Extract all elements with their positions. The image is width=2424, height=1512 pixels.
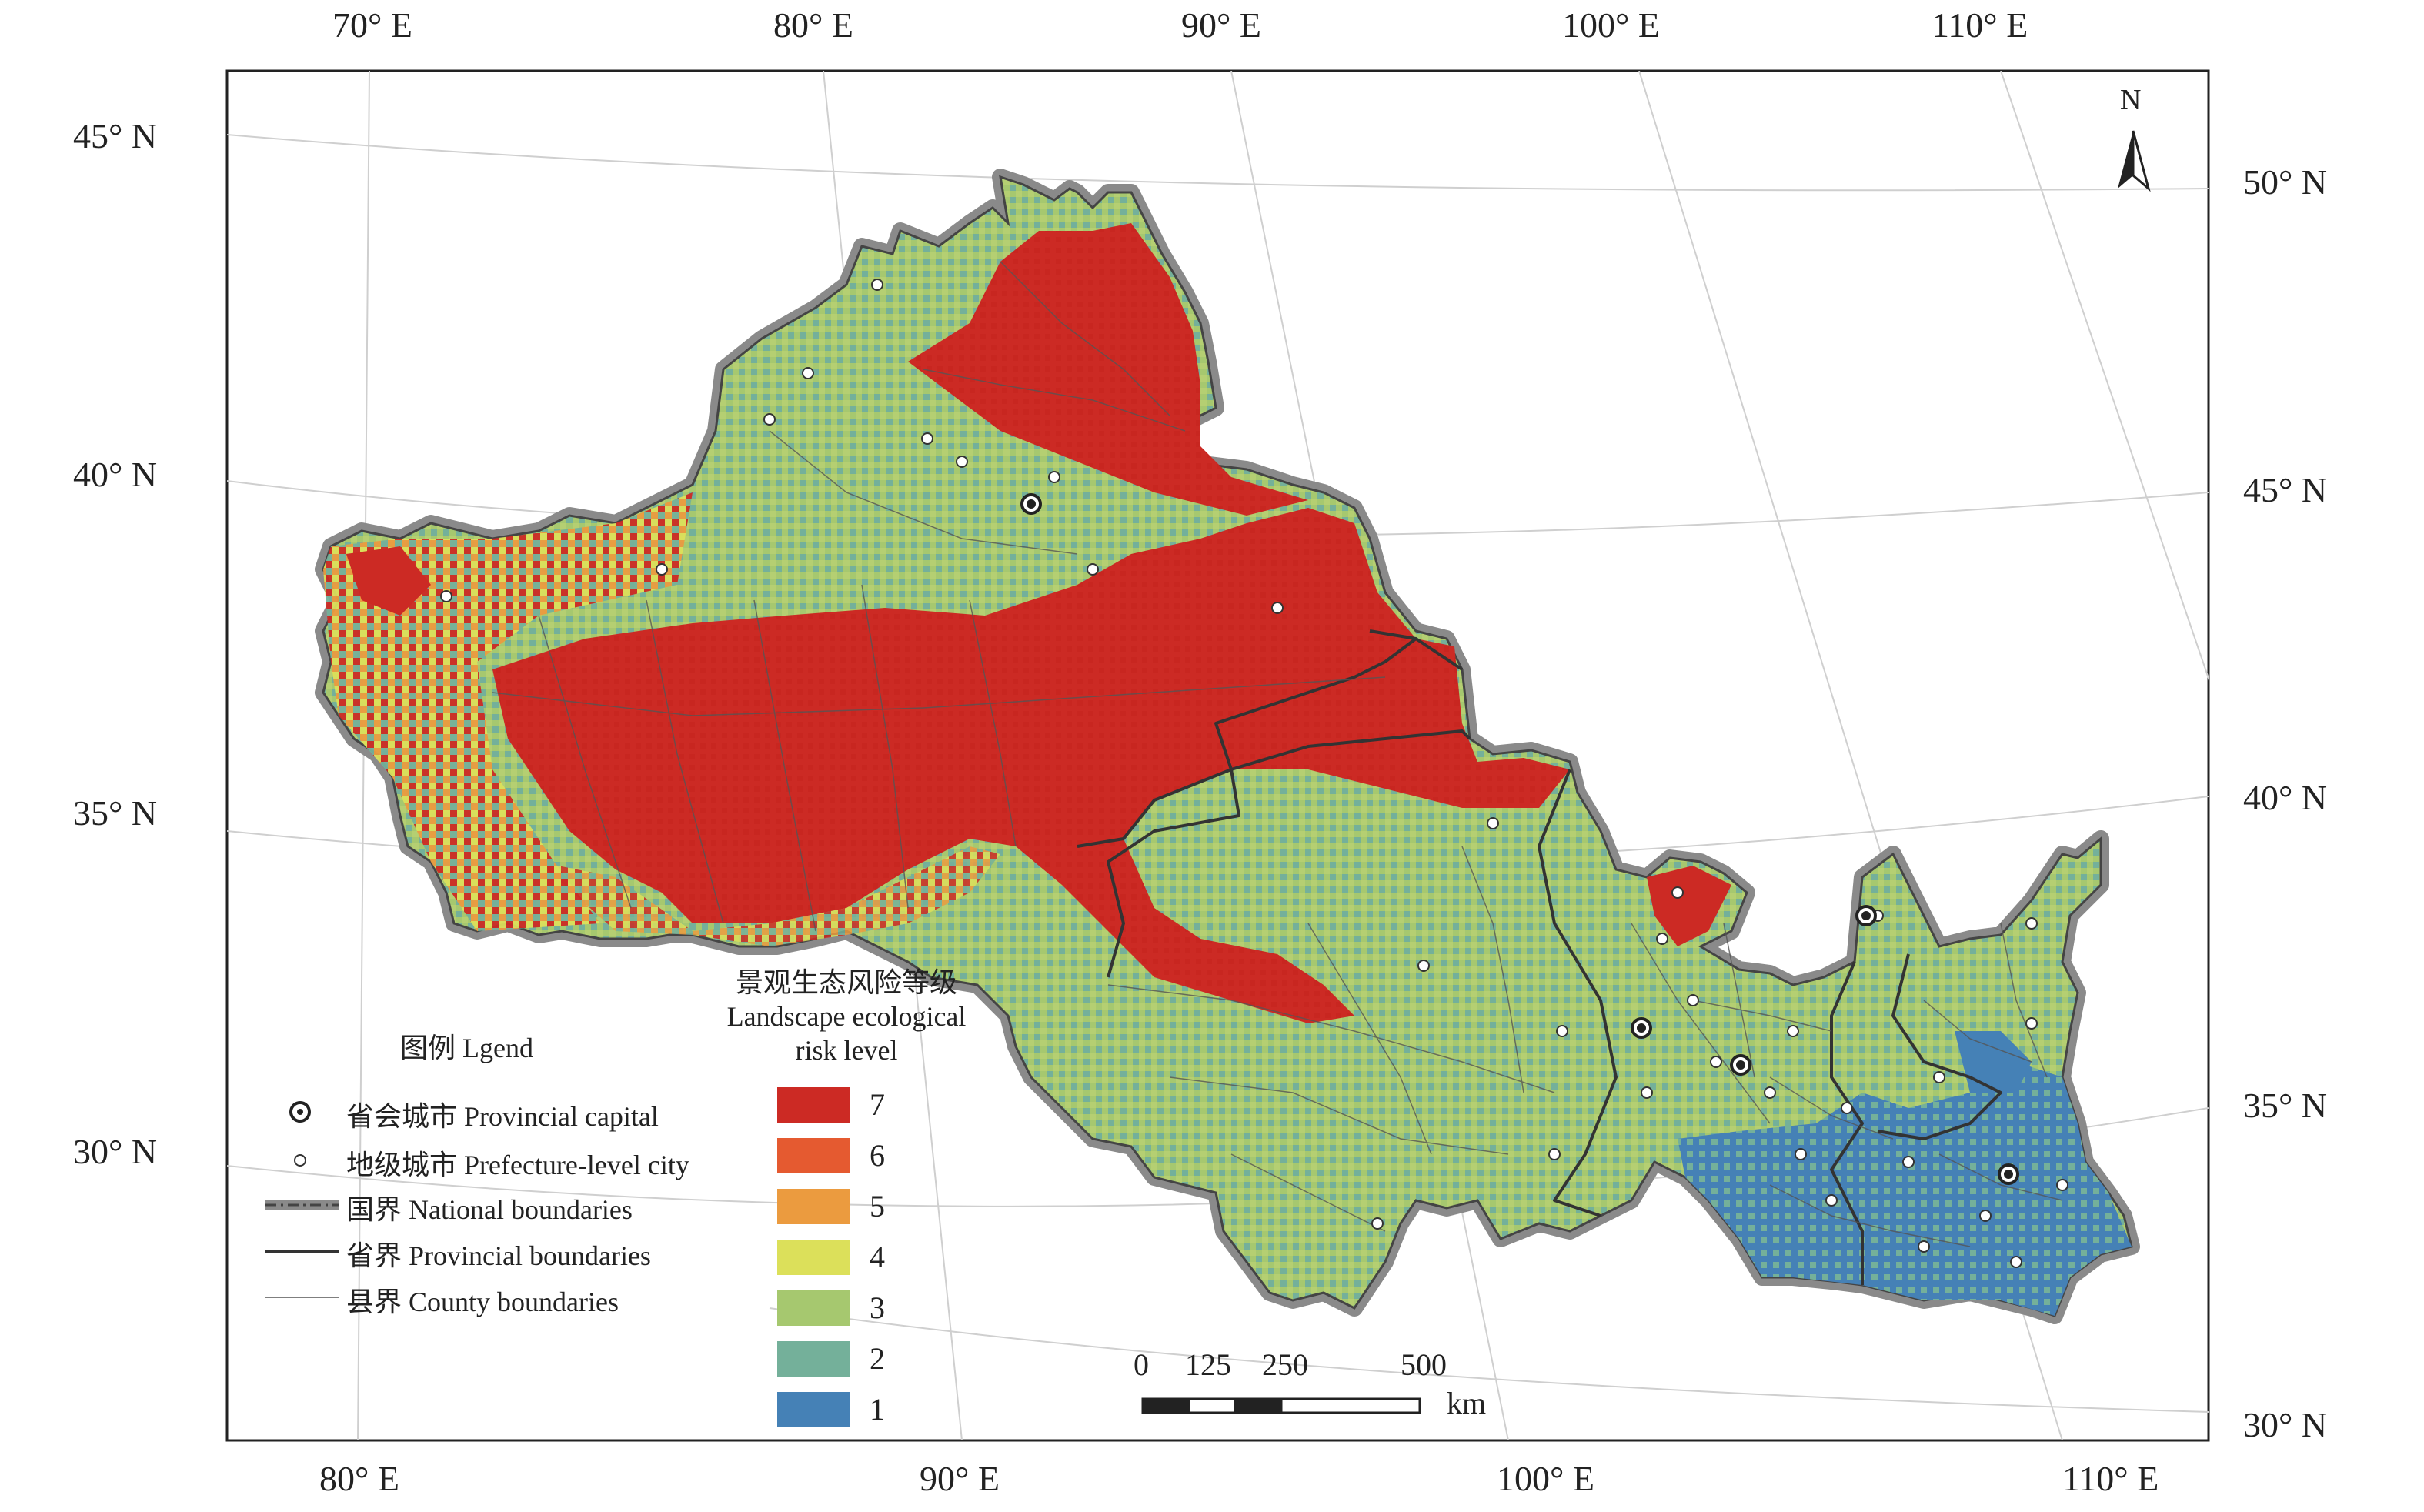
county-boundary-icon — [262, 1284, 346, 1315]
provincial-capitals — [1020, 493, 2019, 1185]
north-label: N — [2120, 84, 2142, 116]
risk-color-swatch — [777, 1340, 850, 1377]
lat-label-right: 35° N — [2243, 1086, 2328, 1125]
risk-color-swatch — [777, 1137, 850, 1173]
legend-item-label: 国界 National boundaries — [346, 1194, 633, 1225]
prefecture-city-icon — [262, 1147, 346, 1178]
legend-item-label: 地级城市 Prefecture-level city — [346, 1150, 689, 1180]
lat-label-left: 30° N — [73, 1132, 158, 1171]
lat-label-right: 40° N — [2243, 778, 2328, 817]
north-arrow-icon — [2118, 130, 2151, 192]
prefecture-cities — [440, 279, 2068, 1268]
risk-zone-level7-west — [346, 546, 431, 616]
lon-label-top: 80° E — [773, 5, 853, 45]
risk-level-label: 1 — [870, 1392, 885, 1427]
lat-label-left: 45° N — [73, 116, 158, 155]
lon-label-bottom: 80° E — [319, 1459, 399, 1498]
risk-zone-level2-north — [693, 400, 1154, 600]
legend-item-national-boundary: 国界 National boundaries — [262, 1187, 633, 1227]
legend-item-prefecture-city: 地级城市 Prefecture-level city — [262, 1143, 689, 1183]
risk-level-label: 4 — [870, 1240, 885, 1274]
lon-label-top: 90° E — [1181, 5, 1261, 45]
risk-legend-row: 1 — [777, 1391, 885, 1427]
legend-item-provincial-capital: 省会城市 Provincial capital — [262, 1094, 659, 1134]
risk-color-swatch — [777, 1188, 850, 1224]
legend-item-label: 省会城市 Provincial capital — [346, 1101, 659, 1132]
lon-label-top: 100° E — [1562, 5, 1660, 45]
risk-zone-mixed-south — [539, 846, 1000, 946]
legend-item-label: 省界 Provincial boundaries — [346, 1240, 651, 1271]
risk-legend-row: 3 — [777, 1290, 885, 1326]
legend-item-label: 县界 County boundaries — [346, 1287, 619, 1317]
risk-zone-level1-east — [1678, 1062, 2132, 1316]
lat-label-left: 40° N — [73, 455, 158, 494]
risk-legend-title: 景观生态风险等级 Landscape ecological risk level — [677, 966, 1016, 1067]
risk-legend-row: 5 — [777, 1188, 885, 1224]
risk-color-swatch — [777, 1290, 850, 1326]
lat-label-right: 45° N — [2243, 470, 2328, 509]
scale-tick-label: 125 — [1185, 1347, 1231, 1382]
provincial-boundaries — [1077, 629, 2002, 1285]
lat-label-right: 30° N — [2243, 1405, 2328, 1444]
risk-level-label: 5 — [870, 1189, 885, 1223]
legend-item-provincial-boundary: 省界 Provincial boundaries — [262, 1233, 651, 1273]
legend-symbols — [265, 1101, 339, 1298]
legend-item-county-boundary: 县界 County boundaries — [262, 1280, 619, 1320]
provincial-boundary-icon — [262, 1238, 346, 1269]
lon-label-bottom: 110° E — [2062, 1459, 2159, 1498]
risk-level-label: 6 — [870, 1138, 885, 1173]
risk-color-swatch — [777, 1391, 850, 1427]
risk-color-swatch — [777, 1239, 850, 1275]
risk-zone-level7-central — [492, 508, 1570, 1023]
risk-level-label: 3 — [870, 1290, 885, 1325]
lat-label-right: 50° N — [2243, 162, 2328, 202]
risk-level-label: 7 — [870, 1087, 885, 1122]
national-boundary-icon — [262, 1192, 346, 1223]
risk-zone-level7-east-patch — [1647, 866, 1731, 946]
risk-legend-row: 4 — [777, 1239, 885, 1275]
risk-legend-row: 6 — [777, 1137, 885, 1173]
risk-zone-level7-north — [908, 223, 1308, 516]
risk-legend-row: 2 — [777, 1340, 885, 1377]
scale-unit-label: km — [1447, 1386, 1487, 1420]
risk-zone-mixed-west — [323, 492, 693, 931]
risk-legend-row: 7 — [777, 1086, 885, 1123]
scale-bar — [1141, 1397, 1421, 1414]
scale-tick-label: 250 — [1262, 1347, 1308, 1382]
legend-title: 图例 Lgend — [400, 1033, 533, 1063]
risk-zone-level1-east-strip — [1955, 1031, 2032, 1093]
risk-legend-title-en2: risk level — [795, 1035, 898, 1066]
risk-legend-title-en1: Landscape ecological — [726, 1001, 967, 1032]
risk-color-swatch — [777, 1086, 850, 1123]
lon-label-top: 70° E — [332, 5, 412, 45]
county-boundaries — [492, 261, 2063, 1247]
lon-label-bottom: 90° E — [920, 1459, 1000, 1498]
lon-label-bottom: 100° E — [1497, 1459, 1594, 1498]
risk-level-label: 2 — [870, 1341, 885, 1376]
scale-tick-label: 0 — [1134, 1347, 1149, 1382]
provincial-capital-icon — [262, 1099, 346, 1130]
lat-label-left: 35° N — [73, 793, 158, 833]
risk-legend-title-cn: 景观生态风险等级 — [735, 967, 957, 998]
lon-label-top: 110° E — [1932, 5, 2028, 45]
scale-tick-label: 500 — [1401, 1347, 1447, 1382]
